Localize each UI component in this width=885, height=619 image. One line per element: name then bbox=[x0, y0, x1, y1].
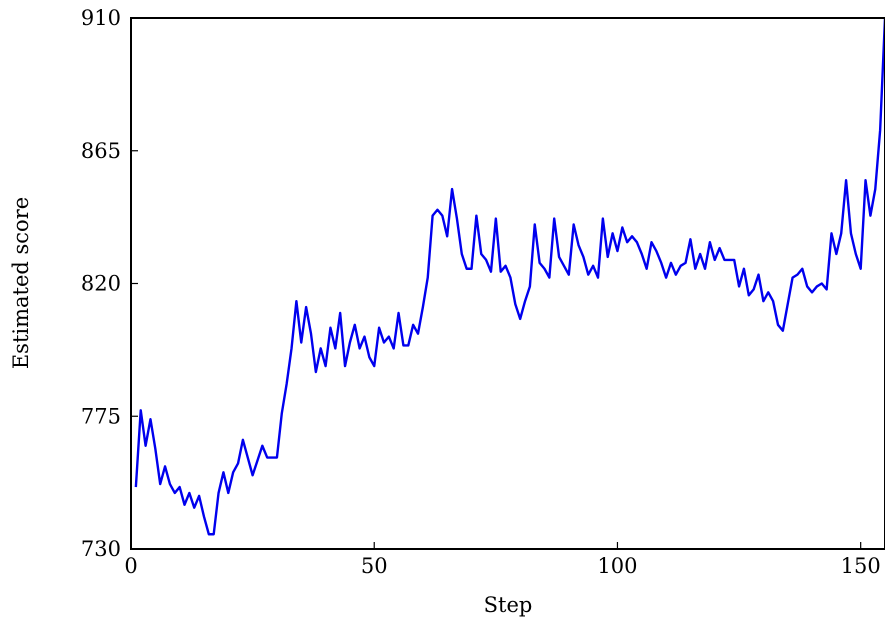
series-line-0 bbox=[134, 17, 885, 536]
x-axis-label: Step bbox=[484, 593, 533, 617]
axis-ticks: 0 50 100 150 730 775 820 865 910 bbox=[81, 6, 881, 578]
y-tick-label: 910 bbox=[81, 6, 121, 30]
y-tick-label: 865 bbox=[81, 139, 121, 163]
x-tick-label: 100 bbox=[597, 554, 637, 578]
plot-area bbox=[134, 17, 885, 536]
y-tick-label: 730 bbox=[81, 537, 121, 561]
x-tick-label: 0 bbox=[124, 554, 137, 578]
y-tick-label: 775 bbox=[81, 404, 121, 428]
plot-frame bbox=[130, 17, 885, 550]
x-tick-label: 50 bbox=[361, 554, 388, 578]
x-tick-label: 150 bbox=[841, 554, 881, 578]
y-axis-label: Estimated score bbox=[9, 197, 33, 369]
y-tick-label: 820 bbox=[81, 272, 121, 296]
